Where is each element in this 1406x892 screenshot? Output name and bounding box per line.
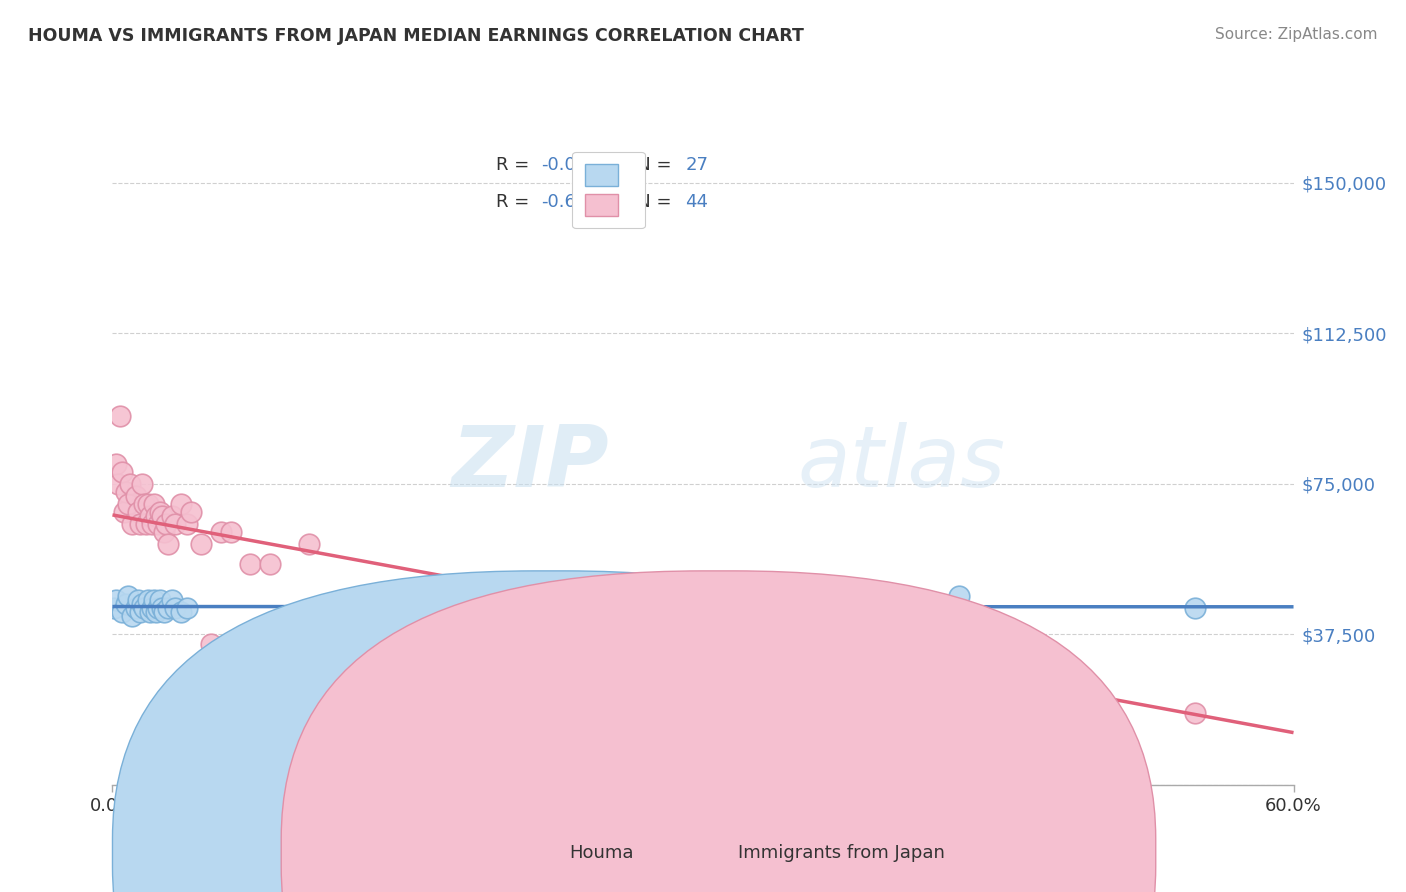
Point xyxy=(115,598,138,612)
Point xyxy=(129,605,152,619)
Point xyxy=(117,590,139,604)
Point xyxy=(155,516,177,531)
Text: N =: N = xyxy=(620,193,678,211)
Point xyxy=(127,593,149,607)
Point xyxy=(170,605,193,619)
Point xyxy=(160,508,183,523)
Point xyxy=(948,590,970,604)
Point xyxy=(139,605,162,619)
Point xyxy=(156,537,179,551)
Point xyxy=(165,601,187,615)
Point xyxy=(131,598,153,612)
Point xyxy=(190,537,212,551)
Point xyxy=(176,601,198,615)
Point xyxy=(259,557,281,572)
Point xyxy=(170,497,193,511)
Text: ZIP: ZIP xyxy=(451,422,609,506)
Point xyxy=(103,601,125,615)
Point xyxy=(149,593,172,607)
Point xyxy=(165,516,187,531)
Point xyxy=(239,557,262,572)
Point xyxy=(136,593,159,607)
Text: R =: R = xyxy=(496,156,536,174)
Point xyxy=(120,476,142,491)
Point xyxy=(152,524,174,539)
Point xyxy=(141,601,163,615)
Point xyxy=(132,497,155,511)
Text: N =: N = xyxy=(620,156,678,174)
Point xyxy=(121,609,143,624)
Point xyxy=(1085,690,1108,704)
Point xyxy=(145,508,167,523)
Point xyxy=(152,605,174,619)
Point xyxy=(111,605,134,619)
Point xyxy=(146,516,169,531)
Point xyxy=(121,516,143,531)
Text: -0.010: -0.010 xyxy=(541,156,599,174)
Text: Houma: Houma xyxy=(569,844,634,862)
Point xyxy=(110,409,132,423)
Point xyxy=(145,605,167,619)
Text: R =: R = xyxy=(496,193,536,211)
Point xyxy=(149,505,172,519)
Point xyxy=(131,476,153,491)
Point xyxy=(150,508,173,523)
Point xyxy=(142,497,165,511)
Point xyxy=(135,516,157,531)
Point xyxy=(141,516,163,531)
Point xyxy=(107,476,129,491)
Point xyxy=(219,524,242,539)
Point xyxy=(790,690,813,704)
Text: -0.650: -0.650 xyxy=(541,193,599,211)
Point xyxy=(117,497,139,511)
Text: 27: 27 xyxy=(685,156,709,174)
Text: Source: ZipAtlas.com: Source: ZipAtlas.com xyxy=(1215,27,1378,42)
Text: atlas: atlas xyxy=(797,422,1005,506)
Point xyxy=(105,457,128,471)
Point xyxy=(105,593,128,607)
Point xyxy=(129,516,152,531)
Legend: , : , xyxy=(572,152,644,228)
Text: HOUMA VS IMMIGRANTS FROM JAPAN MEDIAN EARNINGS CORRELATION CHART: HOUMA VS IMMIGRANTS FROM JAPAN MEDIAN EA… xyxy=(28,27,804,45)
Point xyxy=(125,489,148,503)
Point xyxy=(132,601,155,615)
Point xyxy=(156,601,179,615)
Point xyxy=(209,524,232,539)
Point xyxy=(337,637,360,651)
Point xyxy=(125,601,148,615)
Point xyxy=(200,637,222,651)
Point xyxy=(139,508,162,523)
Point xyxy=(1184,601,1206,615)
Point xyxy=(136,497,159,511)
Point xyxy=(176,516,198,531)
Point xyxy=(160,593,183,607)
Point xyxy=(1184,706,1206,720)
Point xyxy=(115,485,138,500)
Point xyxy=(146,601,169,615)
Point xyxy=(127,505,149,519)
Point xyxy=(111,465,134,479)
Point xyxy=(142,593,165,607)
Point xyxy=(298,537,321,551)
Text: 44: 44 xyxy=(685,193,709,211)
Point xyxy=(180,505,202,519)
Point xyxy=(377,657,399,672)
Point xyxy=(112,505,135,519)
Point xyxy=(150,601,173,615)
Text: Immigrants from Japan: Immigrants from Japan xyxy=(738,844,945,862)
Point xyxy=(495,665,517,680)
